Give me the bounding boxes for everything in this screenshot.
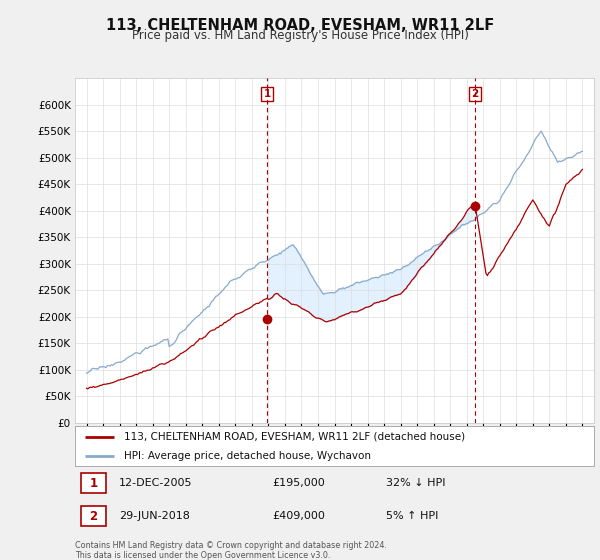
Text: £409,000: £409,000: [272, 511, 325, 521]
Text: 1: 1: [89, 477, 98, 490]
Text: 12-DEC-2005: 12-DEC-2005: [119, 478, 193, 488]
Text: 2: 2: [472, 89, 479, 99]
Text: Contains HM Land Registry data © Crown copyright and database right 2024.
This d: Contains HM Land Registry data © Crown c…: [75, 541, 387, 560]
Text: 5% ↑ HPI: 5% ↑ HPI: [386, 511, 439, 521]
Text: 32% ↓ HPI: 32% ↓ HPI: [386, 478, 446, 488]
Bar: [81, 473, 106, 493]
Text: 2: 2: [89, 510, 98, 523]
Text: £195,000: £195,000: [272, 478, 325, 488]
Text: 113, CHELTENHAM ROAD, EVESHAM, WR11 2LF (detached house): 113, CHELTENHAM ROAD, EVESHAM, WR11 2LF …: [124, 432, 466, 442]
Text: 113, CHELTENHAM ROAD, EVESHAM, WR11 2LF: 113, CHELTENHAM ROAD, EVESHAM, WR11 2LF: [106, 18, 494, 33]
Text: 29-JUN-2018: 29-JUN-2018: [119, 511, 190, 521]
Text: 1: 1: [263, 89, 271, 99]
Text: Price paid vs. HM Land Registry's House Price Index (HPI): Price paid vs. HM Land Registry's House …: [131, 29, 469, 42]
Bar: [81, 506, 106, 526]
Text: HPI: Average price, detached house, Wychavon: HPI: Average price, detached house, Wych…: [124, 451, 371, 461]
